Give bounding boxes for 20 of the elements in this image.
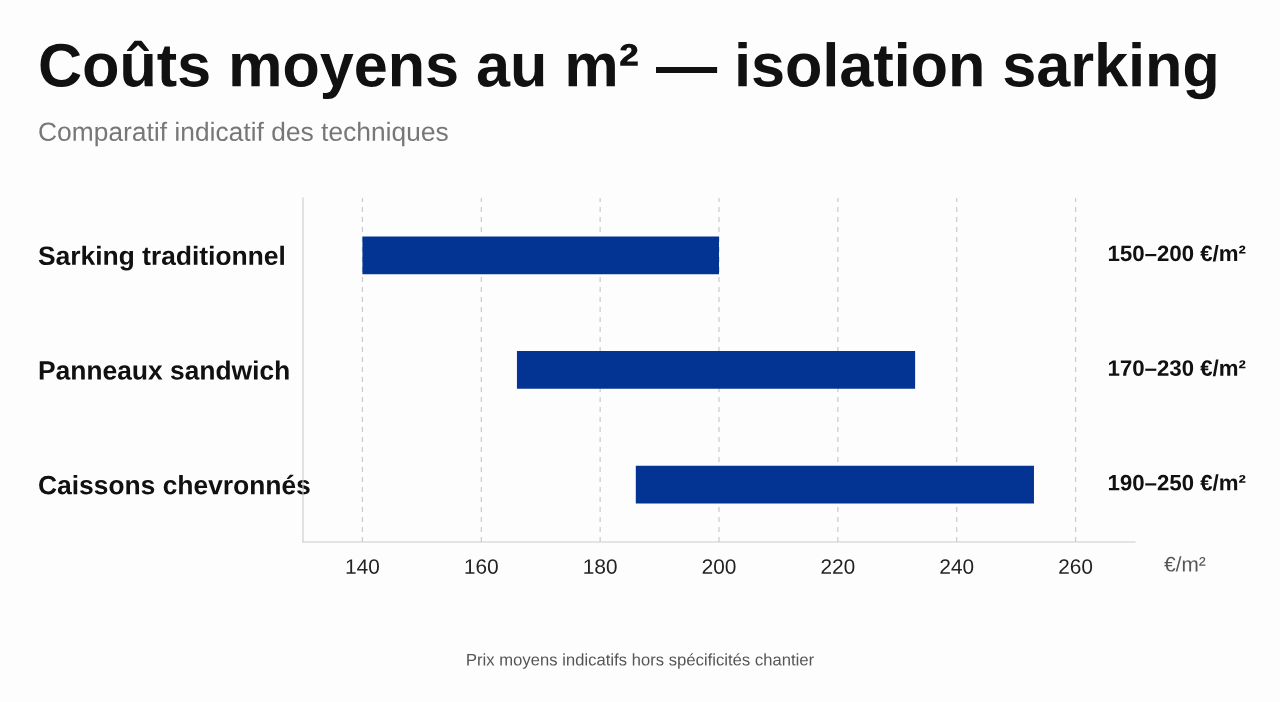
chart-subtitle: Comparatif indicatif des techniques xyxy=(39,121,448,147)
y-tick-label: Sarking traditionnel xyxy=(38,245,284,271)
text: Prix moyens indicatifs hors spécificités chantier xyxy=(467,653,814,669)
bar xyxy=(635,465,1034,504)
x-tick-label: 200 xyxy=(702,559,736,574)
x-tick-label: 180 xyxy=(584,559,617,574)
x-tick-label: 140 xyxy=(346,559,379,574)
data-label: 170–230 €/m² xyxy=(1108,359,1246,377)
bar xyxy=(516,351,916,389)
x-tick-label: 220 xyxy=(821,559,855,574)
x-tick-label: 160 xyxy=(465,559,498,574)
data-label: 190–250 €/m² xyxy=(1108,474,1246,491)
x-axis-title: €/m² xyxy=(1164,556,1206,572)
y-tick-label: Caissons chevronnés xyxy=(39,474,310,495)
x-tick-label: 240 xyxy=(940,559,974,574)
chart-title: Coûts moyens au m² — isolation sarking xyxy=(40,40,1216,100)
data-label: 150–200 €/m² xyxy=(1108,244,1246,262)
y-tick-label: Panneaux sandwich xyxy=(39,360,289,380)
x-tick-label: 260 xyxy=(1059,559,1093,574)
bar xyxy=(362,236,719,275)
